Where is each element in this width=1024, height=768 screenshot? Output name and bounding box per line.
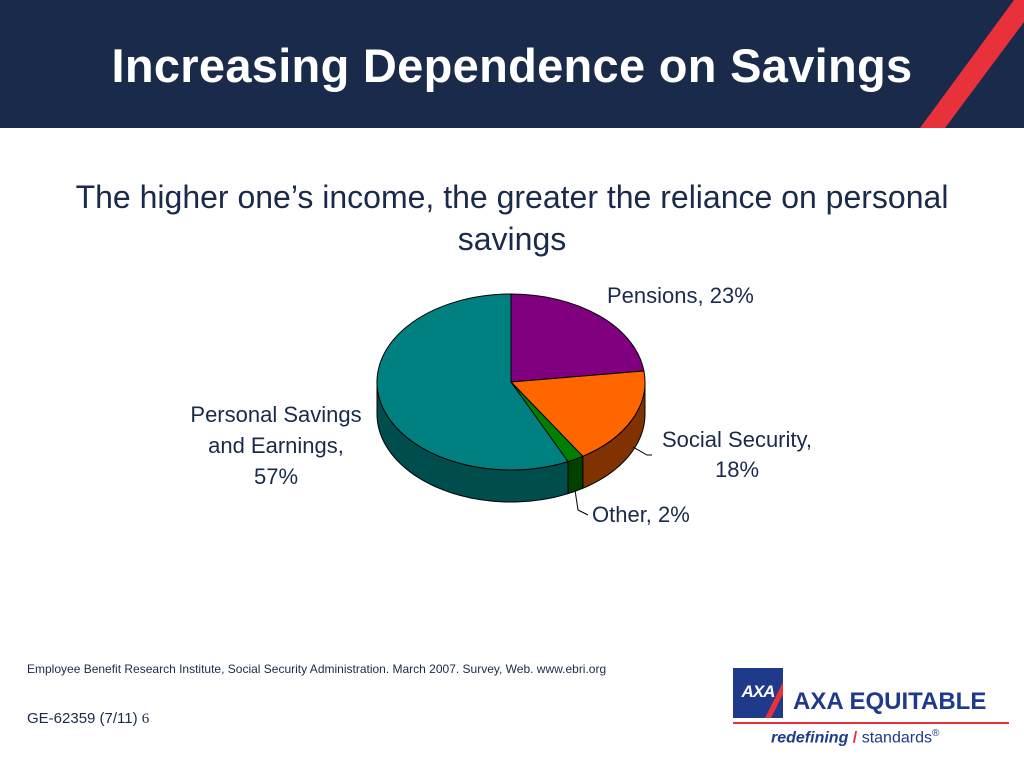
slice-label-other: Other, 2% [592, 502, 690, 527]
logo-tagline: redefining / standards® [771, 728, 939, 747]
axa-equitable-wordmark: AXA EQUITABLE [793, 688, 987, 715]
source-note: Employee Benefit Research Institute, Soc… [27, 662, 607, 676]
pie-leader-lines [574, 446, 652, 516]
tagline-slash: / [852, 729, 858, 747]
title-bar: Increasing Dependence on Savings [0, 0, 1024, 128]
slice-side-other [567, 455, 584, 495]
slice-social-security [509, 370, 646, 457]
slice-personal-savings-and-earnings [376, 293, 569, 471]
page-number: 6 [141, 711, 150, 727]
registered-mark: ® [931, 728, 940, 739]
axa-slash-icon [765, 682, 783, 718]
slide-subtitle: The higher one’s income, the greater the… [75, 179, 949, 257]
tagline-redefining: redefining [771, 729, 849, 747]
leader-line-social-security [632, 446, 652, 456]
leader-line-other [574, 489, 589, 516]
axa-logo-mark: AXA [733, 668, 783, 718]
pie-top-faces [376, 293, 646, 471]
axa-logo-mark-text: AXA [741, 682, 776, 701]
slide-title: Increasing Dependence on Savings [111, 39, 913, 92]
slice-label-pensions: Pensions, 23% [607, 283, 754, 308]
tagline-standards: standards [861, 729, 932, 747]
red-stripe-accent [920, 0, 1024, 128]
slice-pensions [510, 293, 645, 383]
slice-label-personal-savings: Personal Savings and Earnings, 57% [190, 402, 361, 489]
axa-equitable-logo: AXA AXA EQUITABLE redefining / standards… [733, 668, 1009, 752]
logo-divider [733, 722, 1009, 724]
document-code-text: GE-62359 (7/11) [27, 710, 138, 727]
slice-label-social-security: Social Security, 18% [662, 427, 812, 482]
document-code: GE-62359 (7/11) 6 [27, 710, 149, 728]
